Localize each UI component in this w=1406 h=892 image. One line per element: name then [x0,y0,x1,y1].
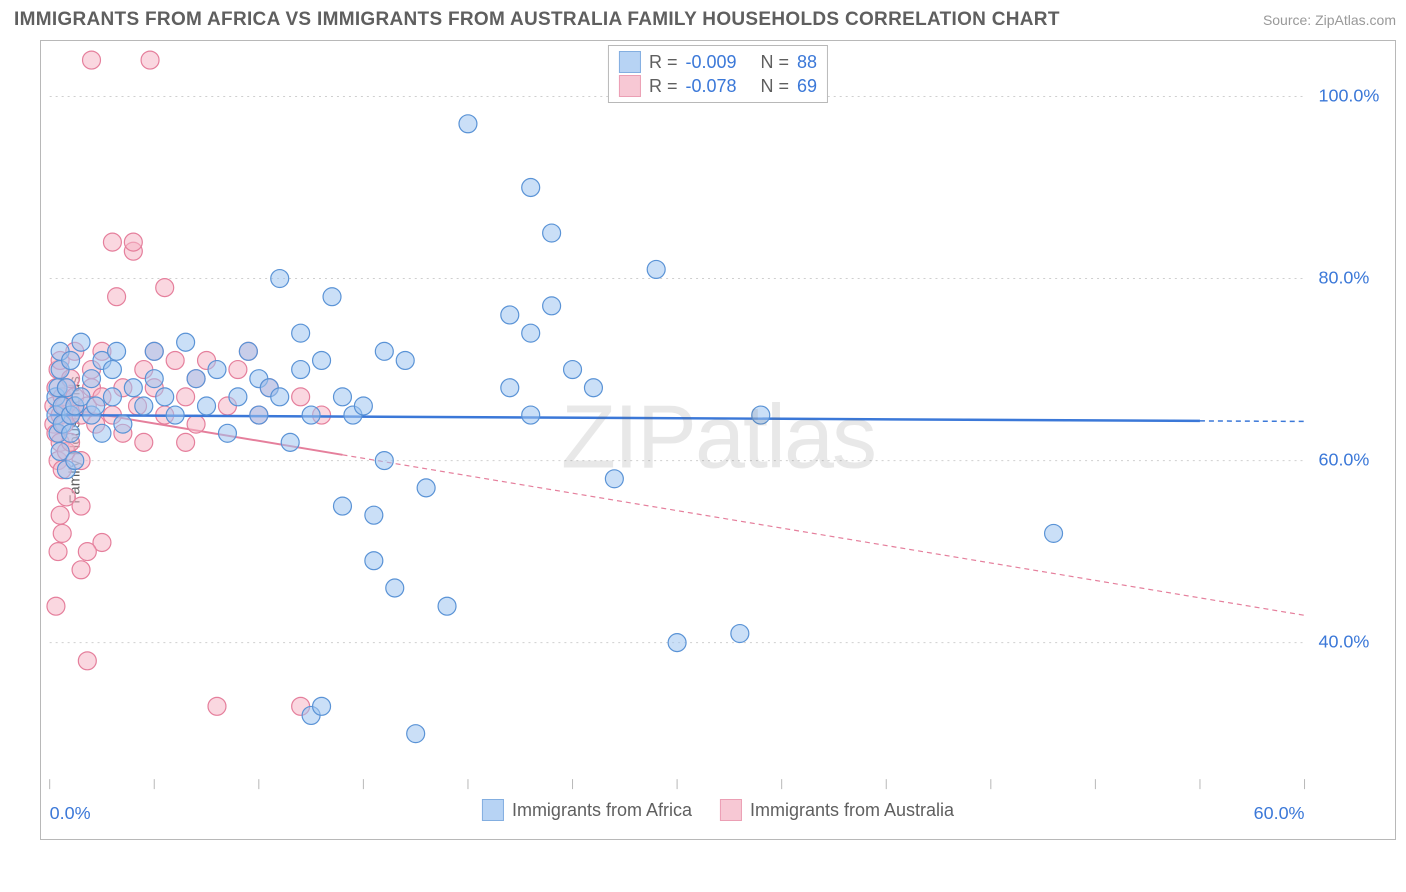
legend-label-africa: Immigrants from Africa [512,800,692,821]
r-value-australia: -0.078 [685,74,736,98]
correlation-row-africa: R = -0.009 N = 88 [619,50,817,74]
chart-header: IMMIGRANTS FROM AFRICA VS IMMIGRANTS FRO… [0,0,1406,40]
r-value-africa: -0.009 [685,50,736,74]
legend-label-australia: Immigrants from Australia [750,800,954,821]
swatch-africa-icon [482,799,504,821]
svg-text:0.0%: 0.0% [50,803,91,823]
swatch-africa-icon [619,51,641,73]
n-label: N = [761,74,790,98]
n-value-australia: 69 [797,74,817,98]
chart-title: IMMIGRANTS FROM AFRICA VS IMMIGRANTS FRO… [14,9,1060,31]
n-label: N = [761,50,790,74]
correlation-legend: R = -0.009 N = 88 R = -0.078 N = 69 [608,45,828,103]
svg-text:60.0%: 60.0% [1254,803,1305,823]
svg-text:60.0%: 60.0% [1318,450,1369,470]
svg-text:100.0%: 100.0% [1318,85,1379,105]
correlation-row-australia: R = -0.078 N = 69 [619,74,817,98]
n-value-africa: 88 [797,50,817,74]
swatch-australia-icon [619,75,641,97]
legend-item-australia: Immigrants from Australia [720,799,954,821]
scatter-plot-svg: 40.0% 60.0% 80.0% 100.0% 0.0% 60.0% [41,41,1395,839]
legend-item-africa: Immigrants from Africa [482,799,692,821]
r-label: R = [649,74,678,98]
r-label: R = [649,50,678,74]
source-attribution: Source: ZipAtlas.com [1263,12,1396,28]
svg-text:80.0%: 80.0% [1318,268,1369,288]
series-legend: Immigrants from Africa Immigrants from A… [482,799,954,821]
svg-text:40.0%: 40.0% [1318,632,1369,652]
chart-area: Family Households 40.0%60.0%80.0%100.0%0… [40,40,1396,840]
swatch-australia-icon [720,799,742,821]
